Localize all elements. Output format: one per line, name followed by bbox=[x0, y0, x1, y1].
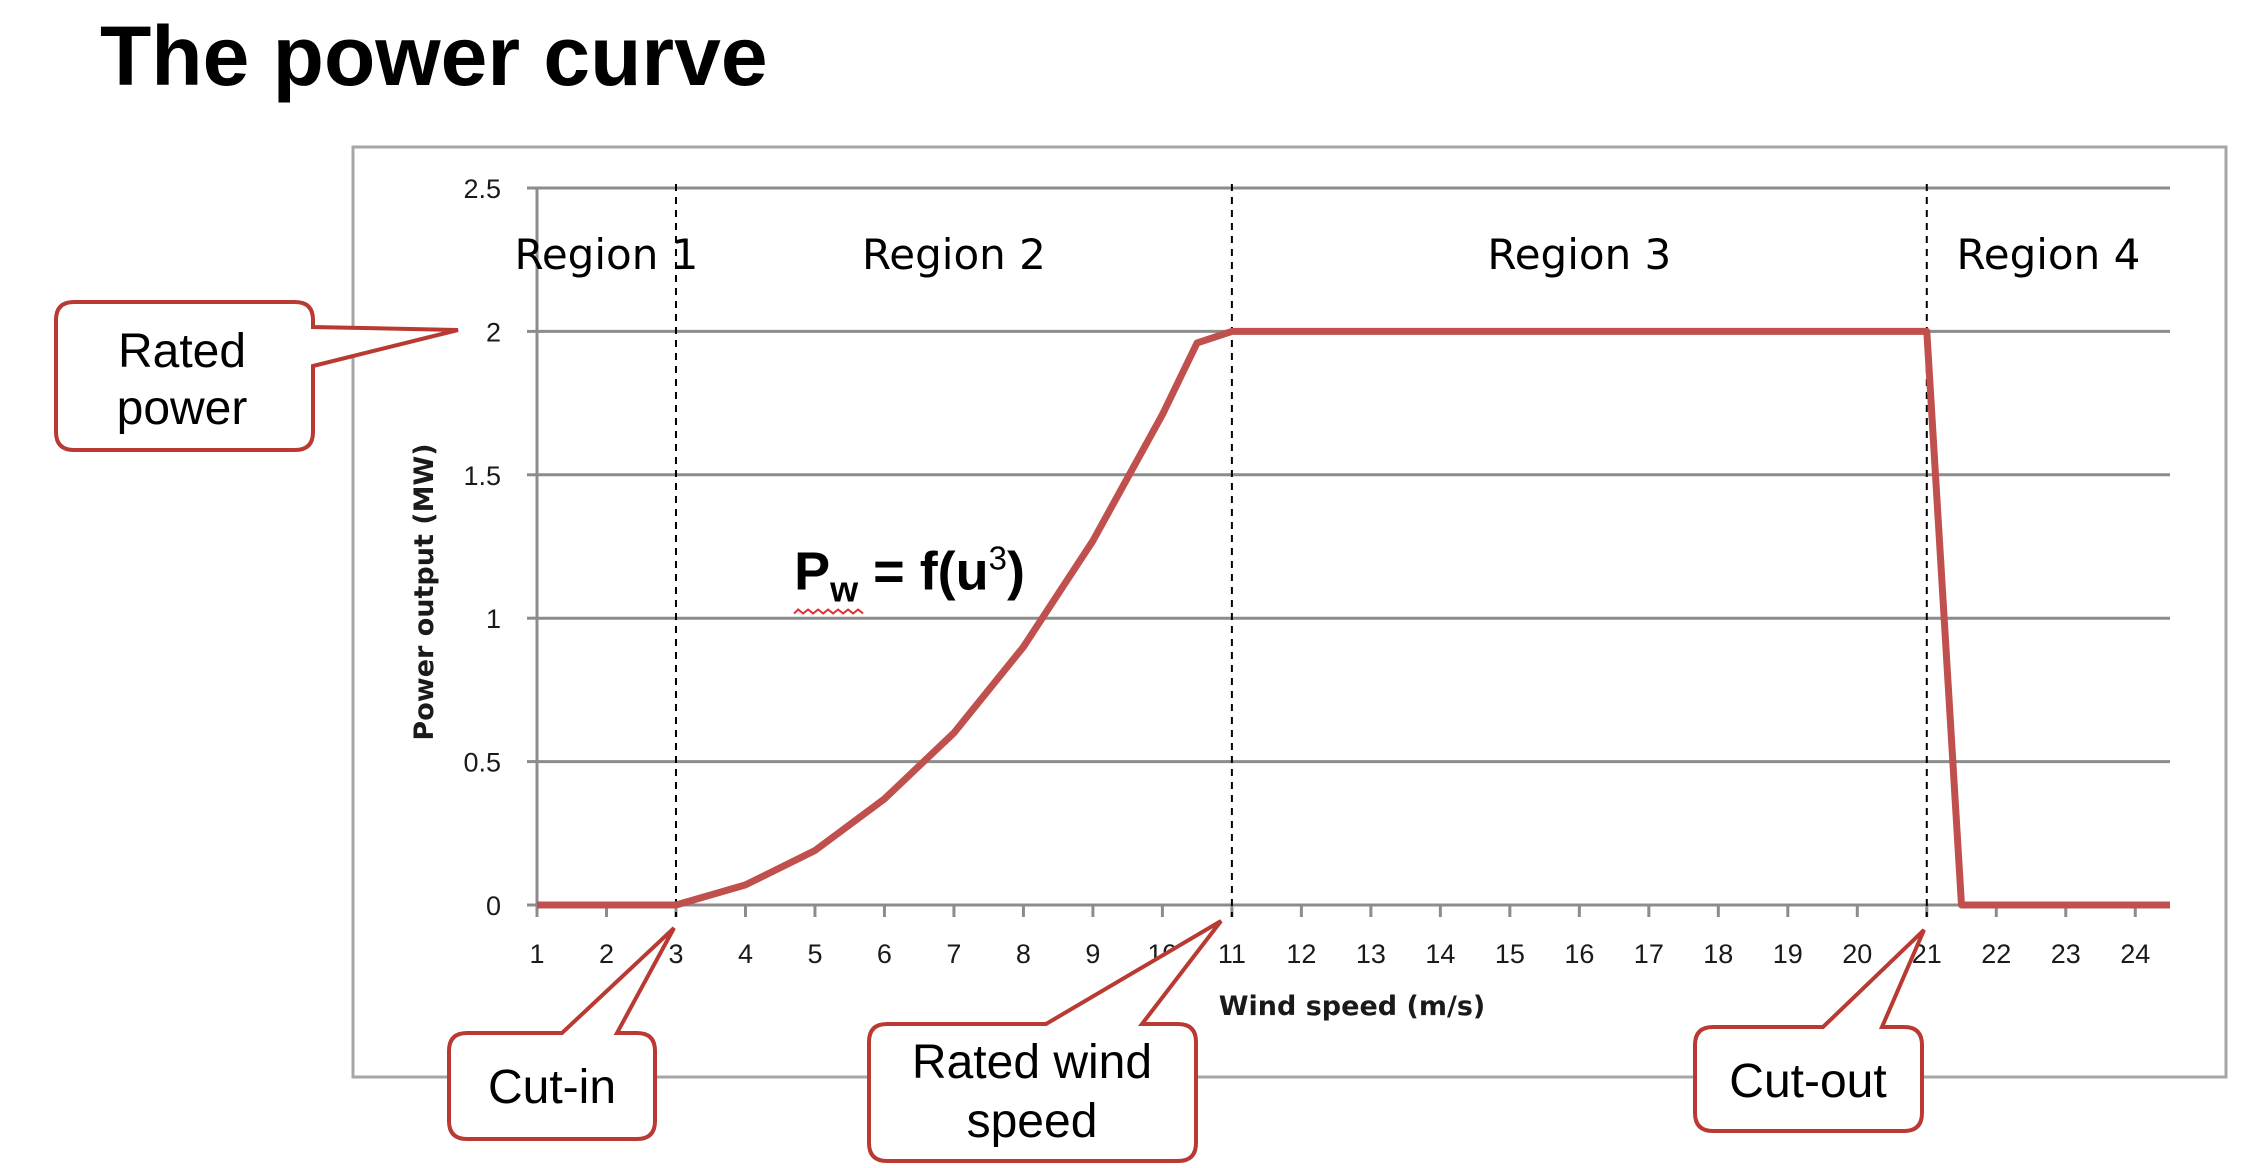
callout-cut-in-label: Cut-in bbox=[488, 1061, 616, 1114]
y-tick-label: 1.5 bbox=[463, 461, 501, 491]
x-tick-label: 5 bbox=[807, 939, 822, 969]
power-formula: Pw = f(u3) bbox=[794, 540, 1025, 610]
x-tick-label: 11 bbox=[1218, 939, 1246, 969]
y-tick-label: 2.5 bbox=[463, 174, 501, 204]
formula-mid: = f(u bbox=[858, 542, 989, 602]
x-tick-label: 15 bbox=[1495, 939, 1525, 969]
callout-cut-in-shape bbox=[447, 926, 676, 1141]
x-tick-label: 17 bbox=[1634, 939, 1664, 969]
formula-superscript: 3 bbox=[989, 540, 1007, 577]
y-tick-label: 1 bbox=[486, 604, 501, 634]
axes bbox=[535, 188, 2170, 917]
callout-rated-power-line2: power bbox=[117, 382, 248, 435]
x-tick-label: 19 bbox=[1773, 939, 1803, 969]
x-tick-label: 16 bbox=[1564, 939, 1594, 969]
y-tick-labels: 0 0.5 1 1.5 2 2.5 bbox=[463, 174, 501, 921]
callout-rated-wind-speed-shape bbox=[867, 919, 1223, 1163]
x-tick-label: 12 bbox=[1286, 939, 1316, 969]
x-tick-label: 13 bbox=[1356, 939, 1386, 969]
chart-frame bbox=[351, 145, 2228, 1079]
region-boundaries bbox=[674, 184, 1928, 917]
region-labels: Region 1 Region 2 Region 3 Region 4 bbox=[515, 230, 2141, 279]
x-tick-label: 6 bbox=[877, 939, 892, 969]
callout-rated-wind-speed-line2: speed bbox=[967, 1095, 1098, 1148]
callout-rated-power: Rated power bbox=[54, 300, 459, 452]
x-tick-label: 4 bbox=[738, 939, 753, 969]
region-label: Region 3 bbox=[1487, 230, 1671, 279]
x-tick-label: 23 bbox=[2051, 939, 2081, 969]
region-label: Region 1 bbox=[515, 230, 699, 279]
x-tick-label: 22 bbox=[1981, 939, 2011, 969]
callout-cut-out-shape bbox=[1693, 928, 1926, 1133]
callout-rated-power-shape bbox=[54, 300, 459, 452]
x-tick-label: 8 bbox=[1016, 939, 1031, 969]
x-tick-label: 18 bbox=[1703, 939, 1733, 969]
formula-subscript: w bbox=[829, 569, 859, 610]
x-tick-labels: 123456789101112131415161718192021222324 bbox=[529, 939, 2150, 969]
callout-cut-out: Cut-out bbox=[1693, 928, 1926, 1133]
y-tick-label: 2 bbox=[486, 317, 501, 347]
formula-end: ) bbox=[1007, 542, 1025, 602]
callout-rated-wind-speed: Rated wind speed bbox=[867, 919, 1223, 1163]
formula-p: P bbox=[794, 542, 830, 602]
x-tick-label: 20 bbox=[1842, 939, 1872, 969]
x-tick-label: 9 bbox=[1085, 939, 1100, 969]
x-tick-label: 2 bbox=[599, 939, 614, 969]
y-axis-title: Power output (MW) bbox=[409, 443, 440, 740]
region-label: Region 4 bbox=[1956, 230, 2140, 279]
x-tick-label: 7 bbox=[946, 939, 961, 969]
callout-rated-wind-speed-line1: Rated wind bbox=[912, 1036, 1152, 1089]
callout-cut-out-label: Cut-out bbox=[1729, 1055, 1886, 1108]
y-tick-label: 0.5 bbox=[463, 748, 501, 778]
x-axis-title: Wind speed (m/s) bbox=[1219, 991, 1485, 1022]
power-curve-series bbox=[537, 327, 2170, 909]
slide-title: The power curve bbox=[100, 9, 768, 103]
y-tick-label: 0 bbox=[486, 891, 501, 921]
x-tick-label: 3 bbox=[668, 939, 683, 969]
spellcheck-squiggle bbox=[793, 608, 864, 615]
callout-cut-in: Cut-in bbox=[447, 926, 676, 1141]
x-tick-label: 1 bbox=[529, 939, 544, 969]
callout-rated-power-line1: Rated bbox=[118, 325, 246, 378]
region-label: Region 2 bbox=[862, 230, 1046, 279]
x-tick-label: 24 bbox=[2120, 939, 2150, 969]
x-tick-label: 14 bbox=[1425, 939, 1455, 969]
